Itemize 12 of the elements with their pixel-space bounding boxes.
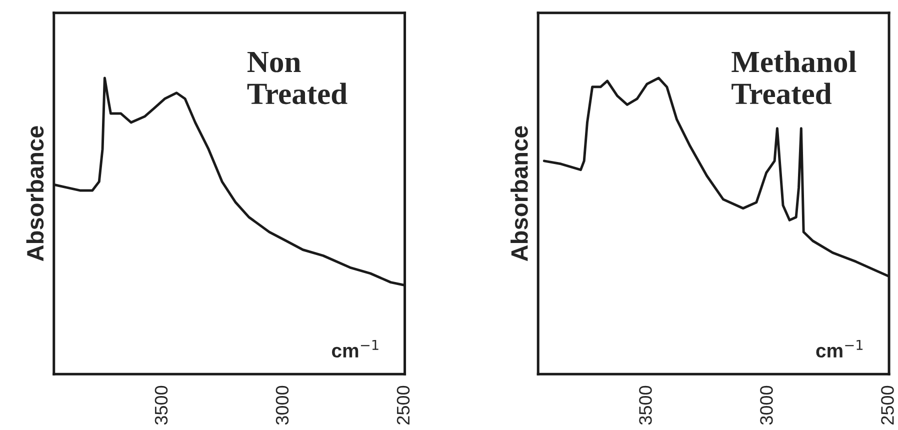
x-tick-label: 3500 bbox=[154, 386, 168, 425]
y-axis-title: Absorbance bbox=[26, 126, 44, 262]
y-axis-title: Absorbance bbox=[510, 126, 528, 262]
x-tick-label: 2500 bbox=[396, 386, 410, 424]
annotation: cm$^{−1}$ bbox=[816, 340, 863, 358]
annotation: Non Treated bbox=[247, 52, 348, 104]
annotation: cm$^{−1}$ bbox=[332, 340, 378, 358]
x-tick-label: 2500 bbox=[881, 386, 894, 424]
annotation: Methanol Treated bbox=[732, 50, 856, 104]
x-tick-label: 3500 bbox=[639, 386, 652, 425]
x-tick-label: 3000 bbox=[276, 386, 289, 425]
x-tick-label: 3000 bbox=[760, 386, 773, 425]
